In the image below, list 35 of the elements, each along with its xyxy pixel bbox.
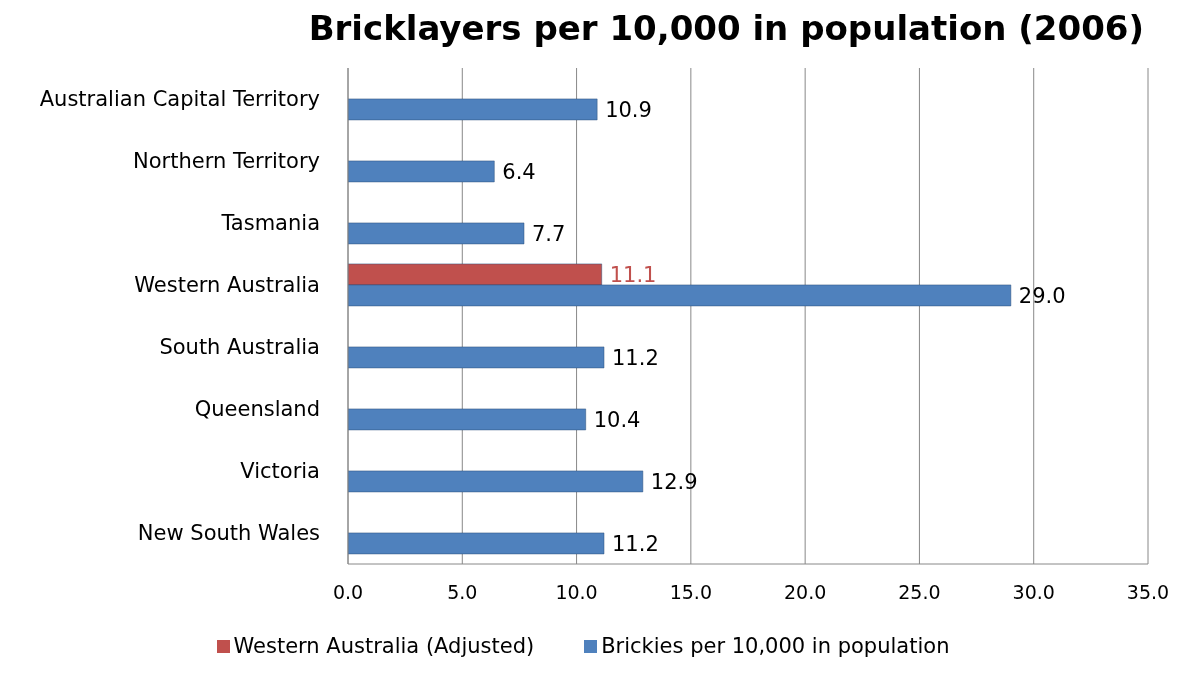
data-label: 10.4 [593,407,641,432]
data-label: 6.4 [502,159,536,184]
chart-title: Bricklayers per 10,000 in population (2006) [307,8,1145,48]
y-tick-label: Tasmania [220,211,320,236]
data-label: 10.9 [605,97,652,122]
y-tick-label: Victoria [240,459,320,484]
x-tick-label: 30.0 [1012,581,1055,604]
y-tick-label: Queensland [194,397,320,422]
x-tick-label: 35.0 [1126,581,1170,604]
x-tick-label: 20.0 [783,581,827,604]
data-label: 11.2 [612,531,659,556]
x-tick-label: 5.0 [447,581,478,604]
legend-label: Brickies per 10,000 in population [601,634,950,658]
bar [348,160,495,183]
y-tick-label: Northern Territory [133,149,320,174]
bar [348,470,644,493]
data-label: 29.0 [1018,283,1066,308]
bar [348,532,605,555]
x-tick-label: 25.0 [898,581,941,604]
bar [348,408,586,431]
legend-label: Western Australia (Adjusted) [233,634,535,658]
y-tick-label: Western Australia [134,273,320,298]
data-label: 11.2 [612,345,659,370]
data-label: 11.1 [609,262,657,287]
y-tick-label: Australian Capital Territory [39,87,320,112]
y-tick-label: New South Wales [137,521,320,546]
x-tick-label: 10.0 [555,581,598,604]
bar [348,346,605,369]
data-label: 7.7 [532,221,566,246]
bar [348,98,598,121]
x-tick-label: 0.0 [332,581,364,604]
data-label: 12.9 [650,469,698,494]
y-tick-label: South Australia [159,335,320,360]
x-tick-label: 15.0 [669,581,713,604]
bar [348,222,525,245]
